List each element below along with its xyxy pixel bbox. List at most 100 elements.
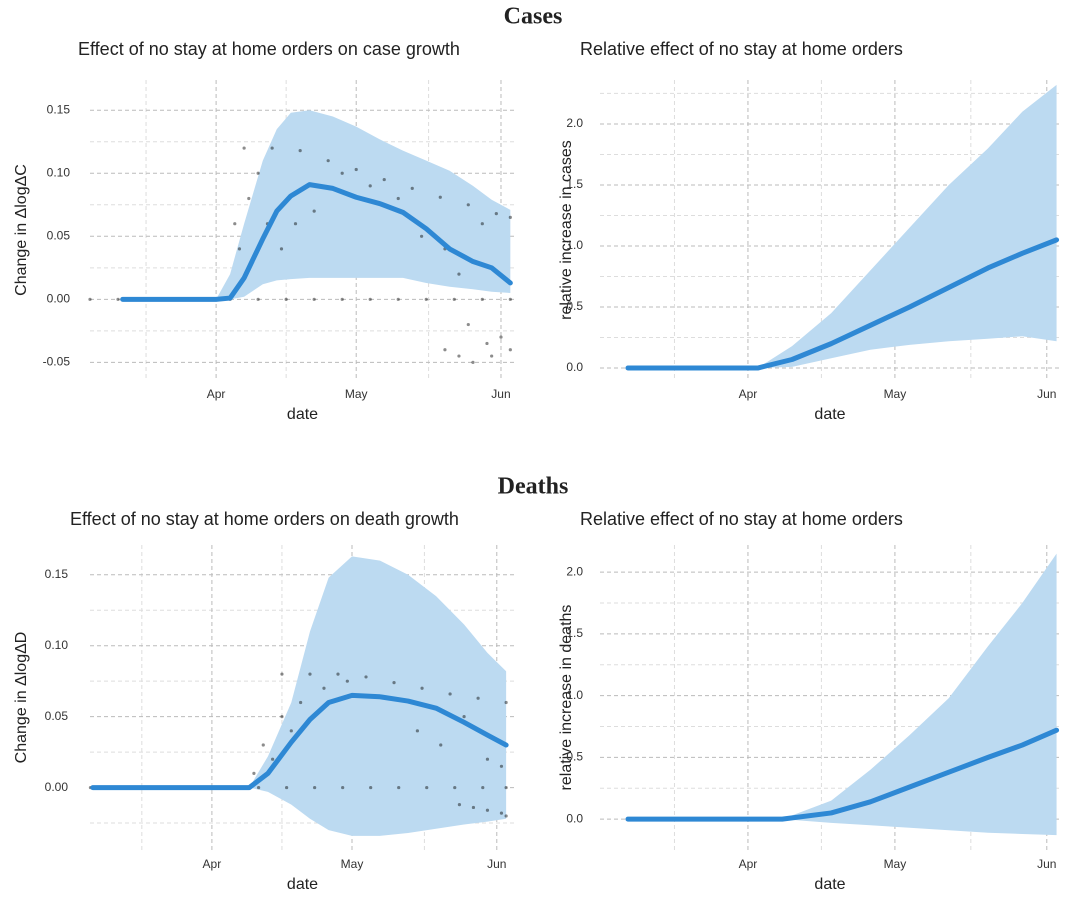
draw-point	[345, 679, 349, 683]
draw-point	[466, 322, 470, 327]
draw-point	[424, 297, 428, 301]
draw-point	[237, 247, 242, 251]
draw-point	[233, 222, 237, 226]
x-tick-label: May	[884, 857, 907, 871]
draw-point	[88, 297, 92, 301]
draw-point	[476, 696, 480, 700]
y-tick-label: 2.0	[566, 116, 583, 130]
draw-point	[480, 222, 484, 226]
y-axis-label: Change in ΔlogΔC	[13, 164, 30, 296]
x-axis-label: date	[287, 876, 318, 893]
draw-point	[336, 672, 340, 676]
y-tick-label: 0.10	[45, 638, 69, 652]
draw-point	[438, 195, 442, 199]
draw-point	[453, 785, 457, 790]
draw-point	[313, 785, 317, 790]
x-axis-label: date	[287, 406, 318, 423]
y-tick-label: 2.0	[566, 564, 583, 578]
draw-point	[396, 297, 400, 301]
chart-title: Effect of no stay at home orders on case…	[78, 39, 460, 59]
x-tick-label: Jun	[1037, 857, 1056, 871]
x-tick-label: May	[345, 387, 368, 401]
y-tick-label: 0.0	[566, 811, 583, 825]
x-tick-label: May	[884, 387, 907, 401]
draw-point	[508, 297, 512, 301]
draw-point	[466, 203, 470, 207]
y-axis-label: relative increase in deaths	[558, 605, 575, 791]
section-title: Cases	[504, 4, 563, 30]
draw-point	[256, 297, 260, 301]
y-tick-label: 0.15	[47, 102, 71, 116]
effect-line	[625, 727, 1060, 822]
draw-point	[499, 811, 504, 815]
y-tick-label: 0.0	[566, 360, 583, 374]
draw-point	[364, 675, 368, 679]
draw-point	[481, 785, 485, 790]
draw-point	[499, 764, 504, 768]
draw-point	[508, 215, 512, 219]
effect-line	[120, 182, 513, 302]
draw-point	[443, 348, 447, 352]
y-tick-label: 1.0	[566, 238, 583, 252]
draw-point	[368, 184, 372, 188]
draw-point	[397, 785, 401, 790]
draw-point	[280, 672, 284, 676]
draw-point	[280, 715, 284, 719]
chart-title: Relative effect of no stay at home order…	[580, 509, 903, 529]
draw-point	[340, 297, 344, 301]
draw-point	[504, 700, 508, 705]
x-tick-label: Jun	[491, 387, 510, 401]
y-tick-label: 1.5	[566, 177, 583, 191]
chart-title: Relative effect of no stay at home order…	[580, 39, 903, 59]
effect-line	[90, 692, 509, 791]
x-tick-label: May	[341, 857, 364, 871]
draw-point	[382, 177, 386, 182]
x-axis-label: date	[814, 406, 845, 423]
draw-point	[252, 771, 256, 775]
draw-point	[504, 814, 508, 818]
draw-point	[312, 297, 316, 301]
draw-point	[392, 681, 396, 685]
draw-point	[299, 700, 303, 705]
draw-point	[354, 167, 358, 172]
x-tick-label: Apr	[739, 857, 758, 871]
draw-point	[341, 785, 345, 790]
draw-point	[508, 348, 512, 352]
y-tick-label: 1.0	[566, 688, 583, 702]
draw-point	[462, 715, 466, 719]
draw-point	[490, 354, 494, 358]
draw-point	[116, 297, 120, 301]
draw-point	[326, 159, 330, 163]
draw-point	[471, 360, 475, 364]
draw-point	[271, 757, 275, 761]
draw-point	[396, 196, 400, 201]
confidence-band	[627, 84, 1057, 369]
draw-point	[452, 297, 456, 301]
draw-point	[308, 672, 312, 676]
confidence-band	[627, 553, 1057, 836]
x-tick-label: Apr	[203, 857, 222, 871]
draw-point	[457, 354, 461, 358]
draw-point	[485, 341, 489, 346]
y-tick-label: 0.15	[45, 567, 69, 581]
draw-point	[499, 335, 503, 339]
draw-point	[439, 743, 443, 747]
draw-point	[261, 743, 265, 747]
y-tick-label: 0.10	[47, 165, 71, 179]
draw-point	[419, 234, 424, 238]
y-tick-label: 0.5	[566, 299, 583, 313]
draw-point	[256, 171, 260, 175]
x-tick-label: Apr	[207, 387, 226, 401]
draw-point	[293, 222, 298, 226]
x-axis-label: date	[814, 876, 845, 893]
y-tick-label: 0.05	[47, 228, 71, 242]
y-axis-label: relative increase in cases	[558, 140, 575, 320]
draw-point	[425, 785, 429, 790]
draw-point	[485, 808, 490, 812]
draw-point	[285, 785, 289, 790]
draw-point	[471, 805, 476, 810]
y-tick-label: 0.05	[45, 709, 69, 723]
draw-point	[279, 247, 284, 251]
draw-point	[415, 729, 419, 733]
